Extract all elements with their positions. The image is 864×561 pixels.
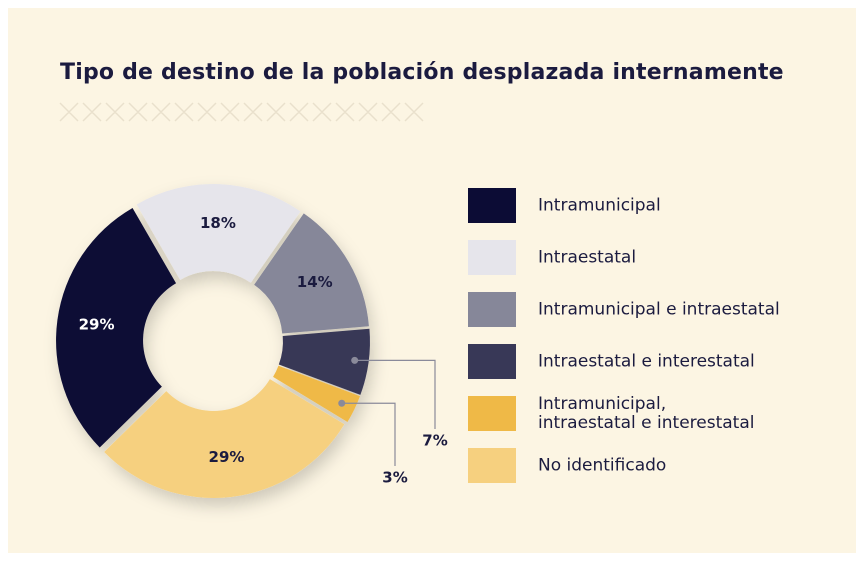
labels: 29% 18% 14% 7% 3% 29%	[79, 214, 448, 486]
legend-item: Intramunicipal	[468, 188, 828, 224]
chart: 29% 18% 14% 7% 3% 29%	[56, 102, 448, 498]
data-label: 14%	[297, 273, 333, 291]
slice	[278, 328, 370, 395]
slice	[136, 184, 301, 283]
legend-item: Intraestatal e interestatal	[468, 344, 828, 380]
decoration	[59, 102, 424, 122]
legend-swatch	[468, 448, 516, 483]
legend-swatch	[468, 188, 516, 223]
legend-label: No identificado	[538, 455, 667, 476]
legend-item: Intramunicipal, intraestatal e interesta…	[468, 394, 828, 433]
card: Tipo de destino de la población desplaza…	[8, 8, 856, 553]
legend-label: Intramunicipal, intraestatal e interesta…	[538, 394, 755, 433]
legend-item: Intramunicipal e intraestatal	[468, 292, 828, 328]
legend-swatch	[468, 292, 516, 327]
legend-label: Intraestatal	[538, 247, 637, 268]
legend-label: Intramunicipal e intraestatal	[538, 299, 780, 320]
data-label: 29%	[79, 316, 115, 334]
legend-label: Intraestatal e interestatal	[538, 351, 755, 372]
data-label: 3%	[382, 469, 407, 487]
legend-swatch	[468, 240, 516, 275]
legend-label: Intramunicipal	[538, 195, 661, 216]
slice	[273, 365, 361, 422]
slice	[104, 379, 345, 498]
legend-swatch	[468, 396, 516, 431]
data-label: 29%	[209, 448, 245, 466]
legend-item: No identificado	[468, 448, 828, 484]
legend-item: Intraestatal	[468, 240, 828, 276]
leader-line	[354, 359, 436, 429]
chart-title: Tipo de destino de la población desplaza…	[60, 60, 784, 85]
slice	[254, 213, 369, 334]
legend-swatch	[468, 344, 516, 379]
data-label: 18%	[200, 214, 236, 232]
donut	[56, 184, 370, 498]
leader-line	[341, 402, 396, 466]
slice	[56, 207, 177, 448]
data-label: 7%	[422, 432, 447, 450]
